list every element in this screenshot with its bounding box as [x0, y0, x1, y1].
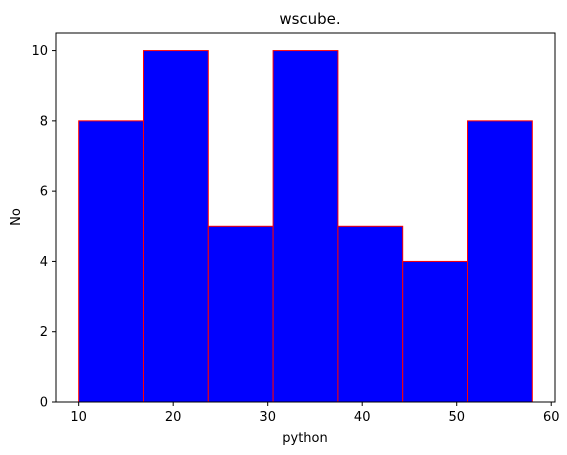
histogram-bar-7	[467, 120, 533, 403]
chart-title: wscube.	[279, 10, 340, 28]
histogram-bar-5	[337, 225, 404, 403]
histogram-bar-1	[78, 120, 144, 403]
x-tick-label: 50	[448, 410, 465, 425]
histogram-bar-4	[272, 50, 339, 403]
y-tick-label: 2	[40, 325, 48, 340]
plot-frame	[55, 32, 556, 403]
y-tick-label: 10	[31, 44, 48, 59]
histogram-bar-3	[207, 225, 274, 403]
y-tick-label: 4	[40, 255, 48, 270]
y-tick-label: 6	[40, 185, 48, 200]
bars-group	[78, 50, 533, 403]
y-tick-label: 8	[40, 114, 48, 129]
x-tick-label: 60	[543, 410, 560, 425]
x-tick-label: 40	[354, 410, 371, 425]
y-tick-label: 0	[40, 396, 48, 411]
x-tick-label: 30	[259, 410, 276, 425]
x-axis-ticks: 10 20 30 40 50 60	[70, 402, 559, 425]
y-axis-ticks: 0 2 4 6 8 10	[31, 44, 56, 411]
histogram-bar-6	[402, 260, 469, 403]
histogram-bar-2	[142, 50, 209, 403]
y-axis-label: No	[9, 208, 24, 226]
x-tick-label: 10	[70, 410, 87, 425]
x-tick-label: 20	[165, 410, 182, 425]
x-axis-label: python	[282, 431, 327, 446]
